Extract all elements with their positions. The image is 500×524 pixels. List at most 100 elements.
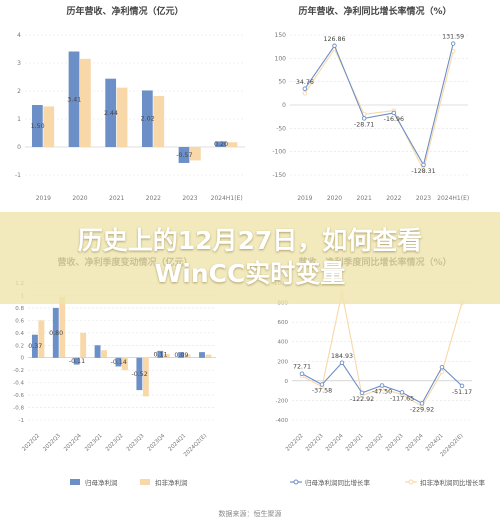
- y-tick-label: 200: [278, 359, 289, 365]
- x-tick-label: 2023Q3: [126, 433, 146, 453]
- bar: [116, 87, 128, 147]
- data-label: 3.41: [67, 96, 81, 103]
- data-label: 1.50: [31, 123, 45, 130]
- y-tick-label: 0: [17, 144, 21, 151]
- data-label: -51.17: [452, 389, 472, 396]
- y-tick-label: -400: [276, 418, 289, 424]
- data-label: -0.57: [176, 152, 192, 159]
- y-tick-label: -200: [276, 398, 289, 404]
- y-tick-label: -0.4: [13, 381, 24, 387]
- x-tick-label: 2023: [416, 195, 431, 202]
- series-point: [332, 43, 337, 49]
- bar: [94, 345, 101, 358]
- bar: [157, 350, 164, 358]
- y-tick-label: 2: [17, 88, 21, 95]
- series-point: [391, 110, 397, 116]
- bar: [141, 90, 153, 147]
- bar: [226, 142, 238, 147]
- bar: [68, 51, 80, 147]
- series-line: [304, 47, 454, 172]
- y-tick-label: 150: [275, 32, 287, 39]
- y-tick-label: 0.8: [15, 306, 24, 312]
- x-tick-label: 2022Q3: [305, 433, 325, 453]
- source-note: 数据来源：恒生聚源: [219, 509, 282, 518]
- series-line: [304, 43, 454, 167]
- y-tick-label: -150: [272, 172, 286, 179]
- data-label: -47.50: [372, 389, 392, 396]
- data-label: 2.02: [141, 116, 155, 123]
- data-label: -0.14: [111, 359, 127, 366]
- x-tick-label: 2020: [327, 195, 342, 202]
- series-point: [450, 41, 456, 46]
- series-point: [421, 162, 426, 168]
- data-label: -117.65: [390, 395, 414, 402]
- data-label: -0.11: [69, 358, 85, 365]
- bar: [205, 354, 212, 358]
- bar: [73, 357, 80, 365]
- legend-label: 归母净利润: [85, 478, 118, 487]
- series-point: [399, 390, 405, 395]
- y-tick-label: 0.4: [15, 331, 24, 337]
- overlay-title: 历史上的12月27日，如何查看 WinCC实时变量: [0, 224, 500, 290]
- x-tick-label: 2024Q1: [168, 433, 188, 453]
- bar: [31, 334, 38, 358]
- y-tick-label: 50: [278, 79, 286, 86]
- y-tick-label: -1: [15, 172, 21, 179]
- chart-title: 历年营收、净利同比增长率情况（%）: [298, 5, 451, 17]
- series-point: [421, 168, 426, 173]
- data-label: 126.86: [323, 36, 345, 43]
- y-tick-label: 0: [21, 356, 25, 362]
- bar: [178, 352, 185, 358]
- legend-label: 扣非净利润同比增长率: [420, 478, 486, 487]
- y-tick-label: 0.6: [15, 318, 24, 324]
- bar: [38, 320, 45, 358]
- bar: [142, 357, 149, 397]
- bar: [80, 332, 87, 358]
- y-tick-label: -50: [276, 125, 286, 132]
- x-tick-label: 2023Q4: [147, 433, 167, 453]
- bar: [136, 357, 143, 391]
- legend-label: 扣非净利润: [155, 478, 188, 487]
- series-point: [339, 360, 345, 366]
- overlay-title-line2: WinCC实时变量: [154, 259, 346, 288]
- bar: [163, 353, 170, 358]
- x-tick-label: 2019: [297, 195, 312, 202]
- bar: [122, 357, 128, 371]
- y-tick-label: 100: [275, 55, 287, 62]
- legend-swatch: [140, 479, 150, 485]
- legend-label: 归母净利润同比增长率: [305, 478, 371, 487]
- legend-swatch: [70, 479, 80, 485]
- data-label: 72.71: [293, 364, 311, 371]
- bar: [80, 58, 91, 147]
- x-tick-label: 2022Q4: [63, 433, 83, 453]
- bar: [43, 106, 55, 147]
- y-tick-label: -0.8: [13, 406, 24, 412]
- x-tick-label: 2019: [36, 195, 51, 202]
- data-label: -28.71: [354, 121, 374, 128]
- x-tick-label: 2023Q2: [105, 433, 125, 453]
- y-tick-label: -0.2: [13, 368, 24, 374]
- x-tick-label: 2023Q4: [405, 433, 425, 453]
- x-tick-label: 2024H1(E): [211, 195, 243, 202]
- legend-swatch: [293, 479, 299, 485]
- x-tick-label: 2023Q3: [385, 433, 405, 453]
- y-tick-label: -1: [19, 418, 24, 424]
- data-label: 131.59: [442, 34, 464, 41]
- y-tick-label: -0.6: [13, 393, 24, 399]
- data-label: -37.58: [312, 388, 332, 395]
- x-tick-label: 2023Q1: [84, 433, 104, 453]
- x-tick-label: 2022Q2: [285, 433, 305, 453]
- series-point: [379, 383, 385, 388]
- x-tick-label: 2023Q1: [345, 433, 365, 453]
- x-tick-label: 2022: [146, 195, 161, 202]
- bar: [153, 96, 165, 147]
- x-tick-label: 2024H1(E): [437, 195, 469, 202]
- overlay-title-line1: 历史上的12月27日，如何查看: [77, 226, 423, 255]
- series-point: [419, 401, 425, 406]
- bar: [190, 147, 201, 161]
- y-tick-label: 0: [285, 379, 289, 385]
- x-tick-label: 2022Q4: [325, 433, 345, 453]
- data-label: -128.31: [411, 168, 435, 175]
- series-point: [361, 116, 367, 121]
